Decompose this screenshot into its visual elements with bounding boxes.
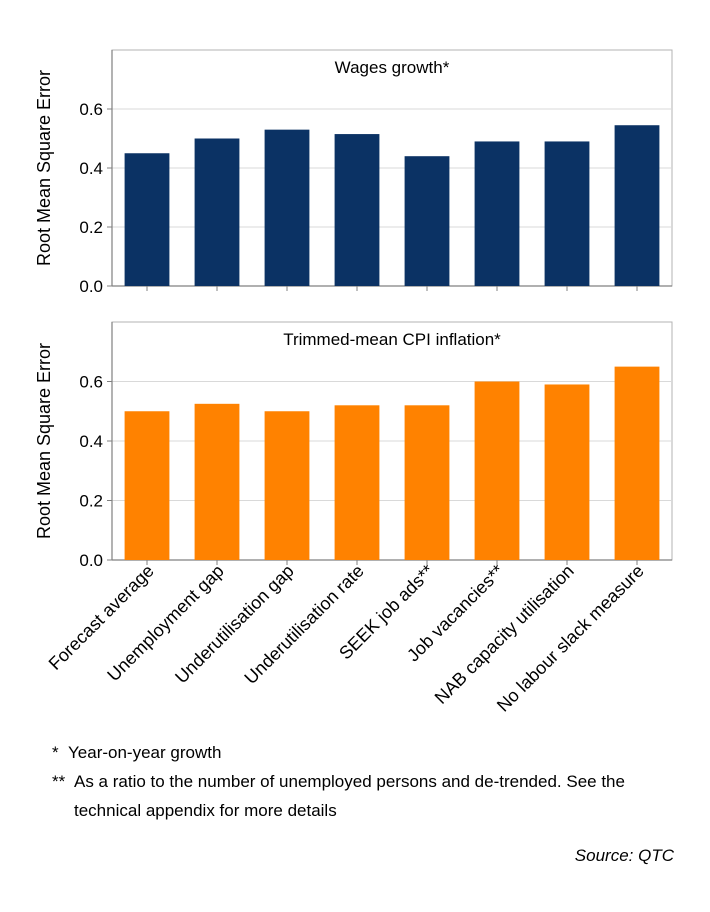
footnote-2: ** As a ratio to the number of unemploye… [52, 767, 672, 825]
panel-2-bar-7 [544, 384, 590, 560]
panel-2-bar-4 [334, 405, 380, 560]
panel-1-y-tick-label: 0.6 [79, 100, 103, 119]
panel-2-bar-8 [614, 366, 660, 560]
panel-1-title: Wages growth* [335, 58, 450, 77]
x-category-label-8: No labour slack measure [493, 561, 648, 716]
footnote-1-mark: * [52, 743, 59, 762]
panel-2-bar-1 [124, 411, 170, 560]
footnotes: * Year-on-year growth ** As a ratio to t… [52, 738, 672, 825]
panel-2-y-axis-label: Root Mean Square Error [34, 343, 54, 539]
x-category-label-2: Unemployment gap [103, 561, 228, 686]
panel-2-bar-3 [264, 411, 310, 560]
panel-1-bar-2 [194, 138, 240, 286]
footnote-1-text: Year-on-year growth [68, 743, 222, 762]
footnote-2-text: As a ratio to the number of unemployed p… [74, 772, 625, 820]
x-category-label-4: Underutilisation rate [240, 561, 367, 688]
footnote-2-mark: ** [52, 772, 66, 791]
panel-2-bar-2 [194, 403, 240, 560]
panel-2-y-tick-label: 0.6 [79, 373, 103, 392]
panel-1-y-tick-label: 0.2 [79, 218, 103, 237]
panel-1-bar-5 [404, 156, 450, 286]
x-category-label-3: Underutilisation gap [171, 561, 298, 688]
source-note: Source: QTC [574, 846, 674, 865]
panel-2-y-tick-label: 0.2 [79, 492, 103, 511]
panel-1-bar-3 [264, 129, 310, 286]
panel-1-y-tick-label: 0.4 [79, 159, 103, 178]
panel-2-bar-6 [474, 381, 520, 560]
panel-1-bar-1 [124, 153, 170, 286]
panel-1-y-axis-label: Root Mean Square Error [34, 70, 54, 266]
panel-2-y-tick-label: 0.0 [79, 551, 103, 570]
panel-1-bar-6 [474, 141, 520, 286]
panel-2-title: Trimmed-mean CPI inflation* [283, 330, 501, 349]
panel-1-y-tick-label: 0.0 [79, 277, 103, 296]
panel-1-bar-7 [544, 141, 590, 286]
panel-2-bar-5 [404, 405, 450, 560]
footnote-1: * Year-on-year growth [52, 738, 672, 767]
panel-1-bar-8 [614, 125, 660, 286]
x-category-label-7: NAB capacity utilisation [431, 561, 578, 708]
panel-2-y-tick-label: 0.4 [79, 432, 103, 451]
panel-1-bar-4 [334, 134, 380, 286]
